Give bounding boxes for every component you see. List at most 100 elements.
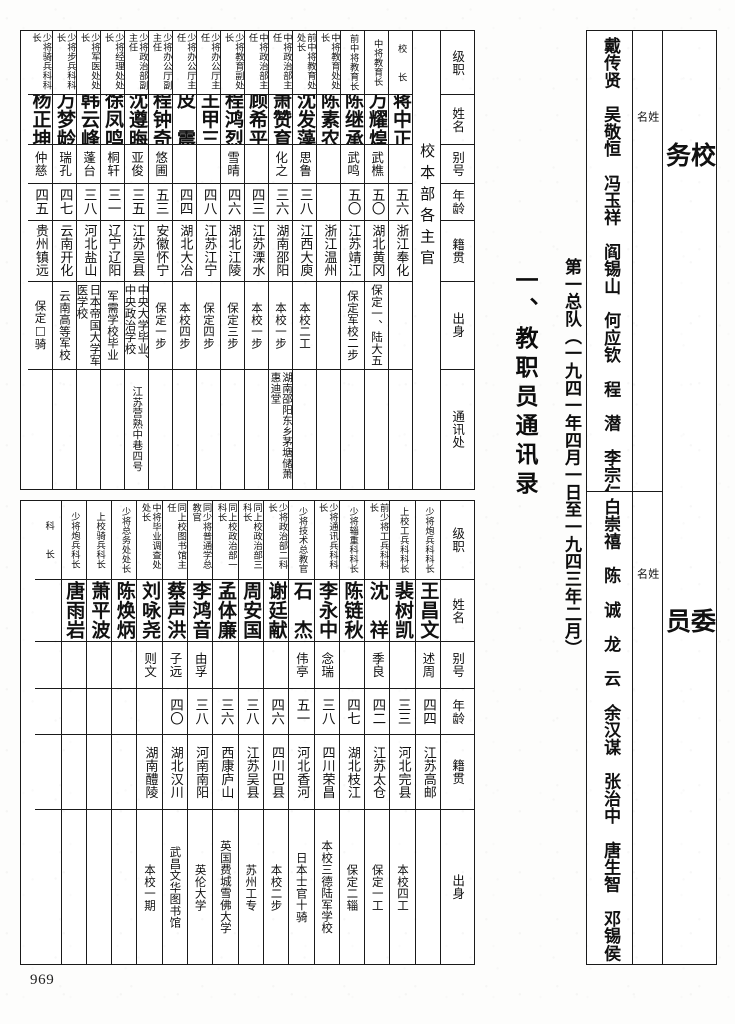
label-surname-2: 姓: [646, 568, 660, 580]
person-origin-text: 河北香河: [294, 745, 310, 799]
person-name: 万耀煌: [365, 95, 388, 145]
person-alias-text: 仲慈: [32, 151, 48, 177]
person-name: 徐凤鸣: [101, 95, 124, 145]
person-alias: [86, 642, 112, 690]
person-origin: 云南开化: [53, 221, 76, 282]
person-background-text: 日本士官十骑: [294, 851, 309, 923]
person-alias: 蓬台: [77, 145, 100, 184]
person-age-text: 三八: [242, 697, 259, 726]
person-background: 英国费城雪佛大学: [213, 810, 237, 964]
person-background: [389, 282, 412, 370]
person-rank: 少将炮兵科长: [61, 501, 86, 581]
person-column: 前中将教育处处长 沈发藻 思鲁 三八 江西大庾 本校二工: [292, 31, 316, 489]
person-age: 五六: [389, 184, 412, 221]
person-name: 陈焕炳: [112, 580, 137, 642]
person-rank-text: 前少将工兵科科长: [367, 503, 389, 570]
person-background: 保定一工: [365, 810, 389, 964]
person-background-text: 本校三德陆军学校: [320, 840, 335, 935]
person-origin-text: 江西大庾: [297, 224, 313, 278]
person-origin: [86, 735, 112, 811]
person-column: 少将经理处处长 徐凤鸣 桐轩 三一 辽宁辽阳 军需学校毕业: [100, 31, 124, 489]
person-age: 三八: [77, 184, 100, 221]
person-column: 同上校政治部一科长 孟体廉 三六 西康庐山 英国费城雪佛大学: [212, 501, 238, 964]
person-column: 少将政治部二科长 谢廷献 四六 四川巴县 本校二步: [262, 501, 289, 964]
person-rank: 同上校图书馆主任: [162, 501, 188, 581]
group-label-text: 校本部各主官: [418, 143, 437, 271]
person-origin-text: 江苏吴县: [243, 745, 259, 799]
person-origin: 河南南阳: [188, 735, 213, 811]
person-age-text: 四三: [248, 187, 265, 216]
person-background: [416, 810, 440, 964]
person-age: 三八: [238, 689, 263, 735]
person-origin: 湖北大冶: [173, 221, 196, 282]
person-rank-text: 校 长: [395, 43, 407, 82]
person-alias-text: 桐轩: [105, 151, 121, 177]
committee-names-2: 白崇禧 陈 诚 龙 云 余汉谋 张治中 唐生智 邓锡侯: [600, 498, 621, 962]
person-column: 少将办公厅副主任 程钟奇 悠圃 五三 安徽怀宁 保定一步: [148, 31, 172, 489]
person-address: 湖南邵阳东乡茅塘储萧惠迪堂: [269, 370, 293, 489]
row-label-origin-2: 籍贯: [441, 735, 474, 811]
person-name-text: 陈链秋: [341, 581, 364, 640]
person-rank-text: 前中将教育长: [347, 34, 359, 91]
person-age: 四七: [339, 689, 365, 735]
person-background: 保定二辎: [340, 810, 364, 964]
person-origin: 湖南邵阳: [269, 221, 292, 282]
person-origin-text: 湖北江陵: [225, 224, 241, 278]
committee-label-column: 姓 名 姓 名: [632, 31, 662, 964]
person-age-text: 四五: [32, 187, 49, 216]
committee-label-block-2: 姓 名: [633, 492, 662, 964]
person-age: 三八: [314, 689, 339, 735]
committee-names-column: 戴传贤 吴敬恒 冯玉祥 阎锡山 何应钦 程 潜 李宗仁 白崇禧 陈 诚 龙 云 …: [587, 31, 632, 964]
person-address: [245, 370, 268, 489]
person-name-text: 陈继承: [342, 95, 364, 145]
person-alias: 思鲁: [293, 145, 316, 184]
person-alias: [197, 145, 220, 184]
person-age-text: 四四: [176, 187, 193, 216]
person-column: 同上校政治部三科长 周安国 三八 江苏吴县 苏州工专: [237, 501, 263, 964]
person-age: [86, 689, 112, 735]
person-address: [293, 370, 316, 489]
label-givenname-1: 名: [635, 111, 649, 123]
person-origin-text: 江苏溧水: [249, 224, 265, 278]
person-age-text: 五〇: [368, 187, 385, 216]
person-age: [112, 689, 137, 735]
person-column: 少将骑兵科科长 杨正坤 仲慈 四五 贵州镇远 保定□骑: [28, 31, 52, 489]
person-age: 四八: [197, 184, 220, 221]
person-name: 蔡声洪: [162, 580, 188, 642]
person-alias: [263, 642, 289, 690]
person-background: 武昌文华图书馆: [163, 810, 187, 964]
person-age-text: 四〇: [166, 697, 183, 726]
person-background-text: 保定□骑: [33, 300, 48, 350]
person-rank-text: 中将教育处处长: [318, 33, 340, 90]
top-table-group-label: 校本部各主官: [413, 31, 440, 489]
row-label-name: 姓名: [441, 95, 474, 145]
person-alias: [213, 642, 238, 690]
person-name: 顾希平: [245, 95, 268, 145]
person-column: 少将教育副处长 程鸿烈 雪晴 四六 湖北江陵 保定三步: [220, 31, 244, 489]
person-name: 韩云峰: [77, 95, 100, 145]
person-name-text: 陈焕炳: [113, 581, 136, 640]
person-origin-text: 浙江温州: [321, 224, 337, 278]
person-name: 陈链秋: [339, 580, 365, 642]
bottom-table-row-labels: 级职 姓名 别号 年龄 籍贯 出身: [440, 501, 474, 964]
person-origin: [35, 735, 61, 811]
person-column: 同上校图书馆主任 蔡声洪 子远 四〇 湖北汉川 武昌文华图书馆: [161, 501, 188, 964]
person-age: 四七: [53, 184, 76, 221]
person-column: 上校骑兵科长 萧平波: [85, 501, 112, 964]
top-table-group-label-column: 校本部各主官: [412, 31, 440, 489]
person-rank-text: 中将毕业调查处处长: [139, 503, 161, 570]
person-age: 三八: [188, 689, 213, 735]
person-age: 四六: [221, 184, 244, 221]
person-origin: 江苏吴县: [238, 735, 263, 811]
person-column: 少将步兵科科长 万梦龄 瑞孔 四七 云南开化 云南高等军校: [52, 31, 76, 489]
person-alias: [390, 642, 415, 690]
person-age-text: 三八: [80, 187, 97, 216]
person-background: 本校四工: [390, 810, 414, 964]
person-column: 少将总务处处长 陈焕炳: [111, 501, 137, 964]
person-column: 少将技术总教官石 杰伟亭 五一 河北香河 日本士官十骑: [288, 501, 314, 964]
person-age-text: 四七: [344, 697, 361, 726]
person-background: 本校三德陆军学校: [315, 810, 339, 964]
person-alias-text: 述周: [420, 652, 436, 678]
person-background: 本校二工: [293, 282, 316, 370]
